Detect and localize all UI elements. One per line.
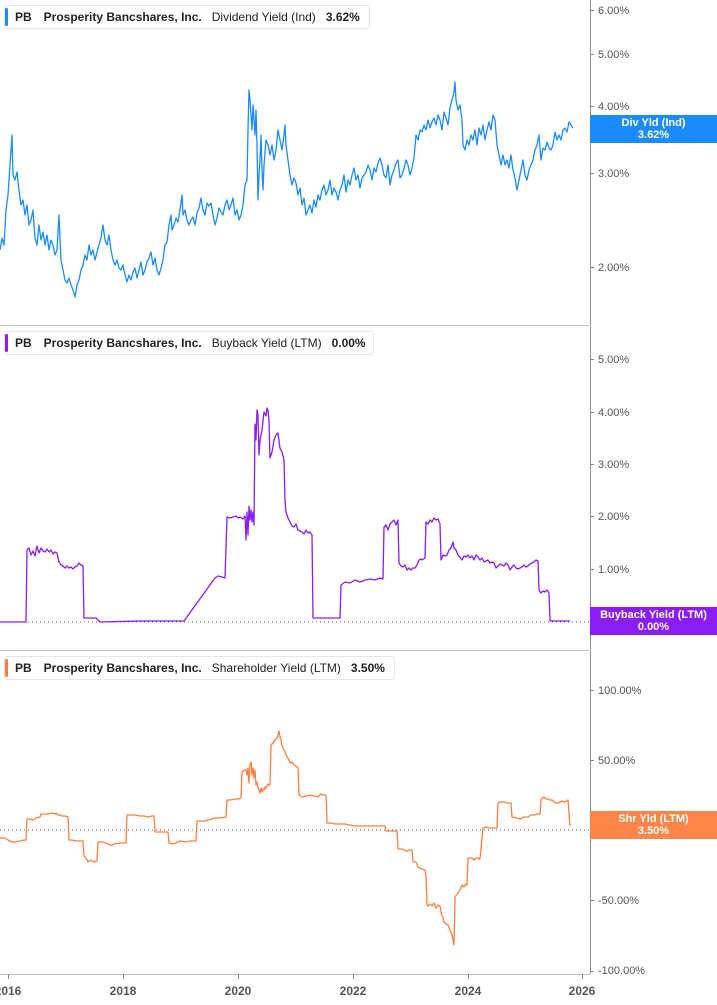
y-tick-label: -50.00%	[598, 895, 639, 907]
y-tick	[590, 267, 594, 268]
y-tick-label: 2.00%	[598, 511, 630, 523]
y-tick-label: 5.00%	[598, 49, 630, 61]
y-tick	[590, 173, 594, 174]
x-tick-label: 2018	[109, 984, 137, 998]
series-color-bar	[5, 659, 8, 677]
badge-value: 0.00%	[637, 621, 670, 633]
series-legend[interactable]: PB Prosperity Bancshares, Inc. Dividend …	[4, 5, 370, 29]
y-tick-label: 100.00%	[598, 685, 642, 697]
x-tick-label: 2024	[454, 984, 482, 998]
y-tick-label: 2.00%	[598, 262, 630, 274]
x-tick-label: 2026	[568, 984, 596, 998]
x-tick	[582, 974, 583, 979]
y-tick	[590, 359, 594, 360]
y-tick	[590, 412, 594, 413]
current-value-badge: Shr Yld (LTM) 3.50%	[590, 811, 717, 839]
y-tick-label: 6.00%	[598, 5, 630, 17]
current-value-badge: Buyback Yield (LTM) 0.00%	[590, 607, 717, 635]
y-tick	[590, 464, 594, 465]
metric-value: 3.62%	[325, 10, 360, 24]
y-tick-label: -100.00%	[598, 965, 646, 977]
metric-name: Dividend Yield (Ind)	[211, 10, 316, 24]
shareholder-yield-panel: 100.00% 50.00% 0.00% -50.00% -100.00% Sh…	[0, 651, 717, 977]
badge-label: Shr Yld (LTM)	[618, 813, 689, 825]
dividend-yield-panel: 6.00% 5.00% 4.00% 3.00% 2.00% Div Yld (I…	[0, 0, 717, 325]
y-tick	[590, 690, 594, 691]
x-tick-label: 2022	[339, 984, 367, 998]
y-tick-label: 50.00%	[598, 755, 636, 767]
y-tick-label: 1.00%	[598, 564, 630, 576]
x-tick-label: 2020	[224, 984, 252, 998]
metric-value: 3.50%	[350, 661, 385, 675]
y-tick-label: 3.00%	[598, 459, 630, 471]
y-tick-label: 4.00%	[598, 407, 630, 419]
badge-value: 3.50%	[637, 825, 670, 837]
dividend-yield-chart[interactable]	[0, 0, 590, 325]
x-tick	[238, 974, 239, 979]
x-tick	[468, 974, 469, 979]
y-tick	[590, 900, 594, 901]
ticker: PB	[15, 336, 32, 350]
y-tick	[590, 569, 594, 570]
series-color-bar	[5, 8, 8, 26]
x-tick	[123, 974, 124, 979]
series-legend[interactable]: PB Prosperity Bancshares, Inc. Sharehold…	[4, 656, 395, 680]
metric-name: Shareholder Yield (LTM)	[211, 661, 341, 675]
metric-name: Buyback Yield (LTM)	[211, 336, 322, 350]
y-axis-line	[590, 0, 591, 325]
badge-label: Buyback Yield (LTM)	[600, 609, 707, 621]
ticker: PB	[15, 661, 32, 675]
y-tick-label: 3.00%	[598, 168, 630, 180]
y-tick	[590, 54, 594, 55]
y-tick-label: 4.00%	[598, 101, 630, 113]
buyback-yield-chart[interactable]	[0, 326, 590, 650]
panel-divider[interactable]	[0, 650, 590, 651]
x-tick	[8, 974, 9, 979]
company-name: Prosperity Bancshares, Inc.	[43, 661, 202, 675]
x-tick	[353, 974, 354, 979]
company-name: Prosperity Bancshares, Inc.	[43, 336, 202, 350]
ticker: PB	[15, 10, 32, 24]
y-tick	[590, 106, 594, 107]
shareholder-yield-chart[interactable]	[0, 651, 590, 974]
y-tick	[590, 516, 594, 517]
badge-label: Div Yld (Ind)	[621, 117, 686, 129]
metric-value: 0.00%	[331, 336, 366, 350]
current-value-badge: Div Yld (Ind) 3.62%	[590, 115, 717, 143]
x-axis-line	[0, 974, 590, 975]
badge-value: 3.62%	[637, 129, 670, 141]
panel-divider[interactable]	[0, 325, 590, 326]
y-tick	[590, 10, 594, 11]
x-tick-label: 2016	[0, 984, 22, 998]
series-legend[interactable]: PB Prosperity Bancshares, Inc. Buyback Y…	[4, 331, 374, 355]
buyback-yield-panel: 5.00% 4.00% 3.00% 2.00% 1.00% 0.00% Buyb…	[0, 326, 717, 650]
y-tick	[590, 971, 594, 972]
y-axis-line	[590, 326, 591, 650]
series-color-bar	[5, 334, 8, 352]
y-tick-label: 5.00%	[598, 354, 630, 366]
y-tick	[590, 760, 594, 761]
company-name: Prosperity Bancshares, Inc.	[43, 10, 202, 24]
